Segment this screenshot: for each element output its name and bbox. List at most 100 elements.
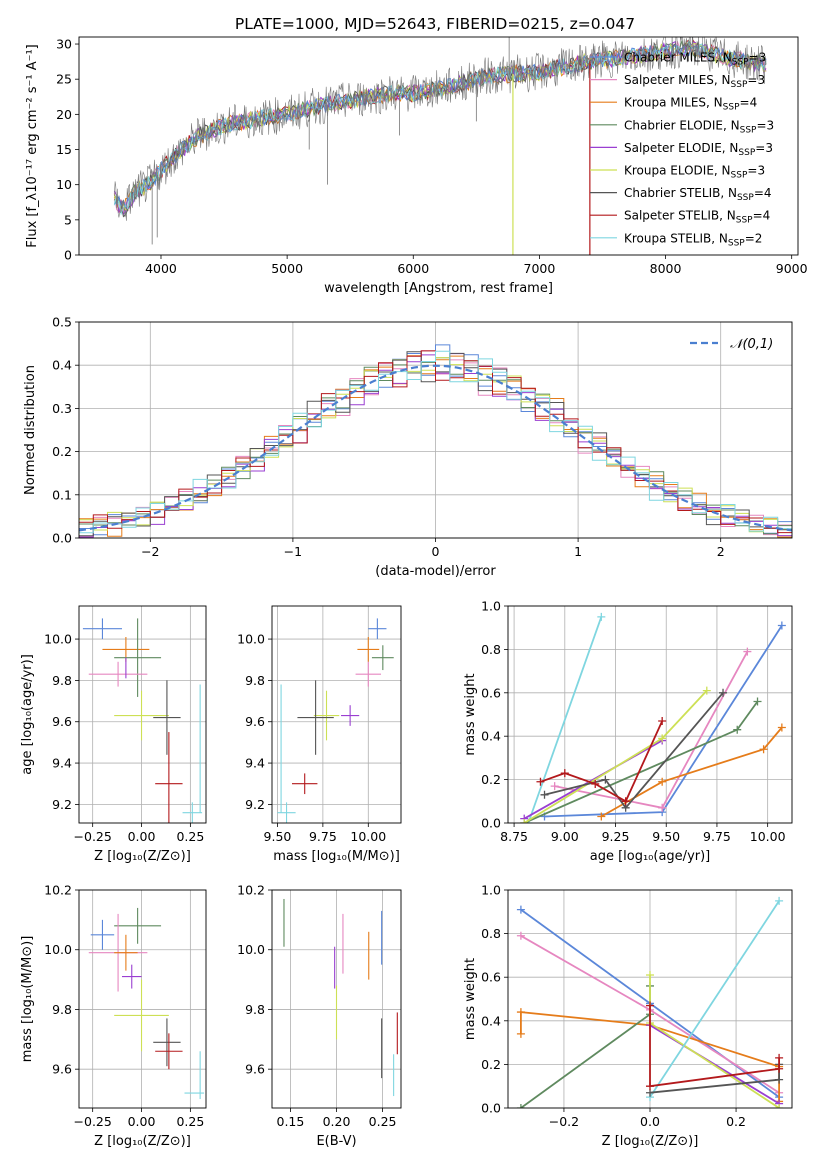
axes-frame	[507, 605, 793, 824]
y-tick-label: 30	[56, 37, 72, 52]
legend-count: =4	[740, 96, 758, 110]
y-axis-label: mass [log₁₀(M/M⊙)]	[20, 936, 35, 1063]
histogram-kroupa-stelib	[79, 350, 792, 534]
weight-marker	[560, 769, 569, 778]
y-axis-label: Flux [f_λ10⁻¹⁷ erg cm⁻² s⁻¹ A⁻¹]	[25, 44, 40, 248]
x-tick-label: 9.50	[264, 829, 292, 844]
errorbar-point-kroupa-elodie	[114, 979, 169, 1052]
x-tick-label: −2	[141, 544, 159, 559]
legend-subscript: SSP	[740, 125, 757, 135]
x-tick-label: 9000	[776, 261, 808, 276]
axes-frame	[78, 321, 793, 539]
x-tick-label: 9.75	[703, 829, 731, 844]
weight-marker	[646, 1001, 654, 1010]
x-tick-label: 10.00	[750, 829, 786, 844]
y-tick-label: 9.8	[245, 1002, 265, 1017]
weight-line	[649, 975, 780, 1108]
weight-series-salpeter-stelib	[536, 717, 667, 806]
weight-marker	[775, 1104, 784, 1108]
x-tick-label: 0.00	[128, 829, 156, 844]
y-tick-label: 10.2	[44, 883, 72, 898]
errorbar-point-chabrier-miles	[82, 618, 122, 640]
weight-marker	[516, 905, 525, 914]
legend-entry-kroupa-elodie: Kroupa ELODIE, NSSP=3	[624, 164, 765, 181]
weight-vs-age-panel: 8.75 9.00 9.25 9.50 9.75 10.00 0.0 0.2 0.4 0.6 0.8…	[463, 599, 793, 864]
errorbar-point-chabrier-miles	[90, 919, 115, 950]
errorbar-point-salpeter-elodie	[341, 705, 360, 726]
y-tick-label: 0.4	[481, 729, 501, 744]
y-tick-label: 0.6	[481, 685, 501, 700]
age-vs-mass-panel: 9.50 9.75 10.00 9.2 9.4 9.6 9.8 10.0 mass [log₁₀…	[237, 605, 402, 864]
x-tick-label: 0.25	[176, 1114, 204, 1129]
weight-line	[527, 616, 603, 823]
weight-marker	[702, 686, 711, 695]
x-axis-label: (data-model)/error	[375, 564, 496, 579]
plot-area	[113, 37, 767, 255]
weight-marker	[777, 621, 786, 630]
weight-marker	[719, 688, 728, 697]
y-tick-label: 9.2	[52, 797, 72, 812]
x-tick-label: 1	[574, 544, 582, 559]
weight-line	[544, 692, 724, 810]
axes-frame	[78, 36, 799, 256]
errorbar-point-chabrier-miles	[368, 618, 387, 640]
y-tick-label: 0.3	[52, 401, 72, 416]
legend-entry-chabrier-stelib: Chabrier STELIB, NSSP=4	[624, 186, 772, 203]
x-tick-label: −0.2	[549, 1114, 579, 1129]
plot-area	[283, 898, 398, 1097]
plot-area	[520, 612, 786, 823]
weight-marker	[646, 971, 654, 980]
weight-series-kroupa-elodie	[520, 686, 711, 823]
y-tick-label: 0.8	[481, 926, 501, 941]
legend-entry-kroupa-stelib: Kroupa STELIB, NSSP=2	[624, 231, 762, 248]
weight-marker	[753, 697, 762, 706]
residual-histogram-panel: −2 −1 0 1 2 0.0 0.1 0.2 0.3 0.4 0.5 (data-model)/er…	[23, 315, 793, 579]
y-tick-label: 0.0	[52, 531, 72, 546]
y-tick-label: 9.6	[52, 714, 72, 729]
axes-frame	[271, 605, 402, 824]
weight-marker	[597, 812, 606, 821]
x-tick-label: 0.15	[277, 1114, 305, 1129]
y-tick-label: 9.2	[245, 797, 265, 812]
weight-marker	[775, 1075, 784, 1084]
y-tick-label: 0.8	[481, 642, 501, 657]
x-tick-label: 9.75	[309, 829, 337, 844]
observed-spectrum-line	[114, 37, 767, 221]
x-tick-label: −1	[284, 544, 302, 559]
legend-entry-kroupa-miles: Kroupa MILES, NSSP=4	[624, 96, 757, 113]
x-tick-label: 0.0	[640, 1114, 660, 1129]
x-axis-label: Z [log₁₀(Z/Z⊙)]	[602, 1134, 699, 1149]
errorbar-point-chabrier-stelib	[153, 680, 181, 755]
x-tick-label: 10.00	[350, 829, 386, 844]
legend-subscript: SSP	[737, 193, 754, 203]
x-tick-label: −0.25	[74, 829, 112, 844]
weight-marker	[597, 612, 606, 621]
weight-marker	[658, 734, 667, 743]
x-tick-label: 0.00	[128, 1114, 156, 1129]
y-tick-label: 15	[56, 142, 72, 157]
errorbar-point-salpeter-miles	[355, 661, 382, 687]
y-tick-label: 0.1	[52, 487, 72, 502]
weight-marker	[516, 1029, 525, 1038]
errorbar-point-chabrier-stelib	[153, 1018, 181, 1067]
mass-vs-metallicity-panel: −0.25 0.00 0.25 9.6 9.8 10.0 10.2 Z [log₁₀(Z/Z⊙…	[20, 883, 207, 1149]
weight-marker	[759, 745, 768, 754]
x-tick-label: 5000	[271, 261, 303, 276]
legend-count: =3	[747, 164, 765, 178]
y-tick-label: 10.0	[237, 632, 265, 647]
weight-series-kroupa-miles	[597, 723, 786, 821]
weight-marker	[520, 819, 529, 823]
y-axis-label: mass weight	[463, 673, 478, 755]
x-tick-label: 9.25	[602, 829, 630, 844]
x-tick-label: 7000	[524, 261, 556, 276]
x-tick-label: 8000	[650, 261, 682, 276]
weight-marker	[646, 1082, 654, 1091]
y-tick-label: 9.4	[245, 756, 265, 771]
y-axis-label: mass weight	[463, 958, 478, 1040]
y-tick-label: 9.8	[52, 673, 72, 688]
spectrum-panel: 4000 5000 6000 7000 8000 9000 0 5 10 15 20 25 30 wave…	[25, 36, 808, 296]
legend-subscript: SSP	[723, 103, 740, 113]
y-tick-label: 10.0	[44, 942, 72, 957]
weight-marker	[540, 790, 549, 799]
y-tick-label: 10	[56, 177, 72, 192]
